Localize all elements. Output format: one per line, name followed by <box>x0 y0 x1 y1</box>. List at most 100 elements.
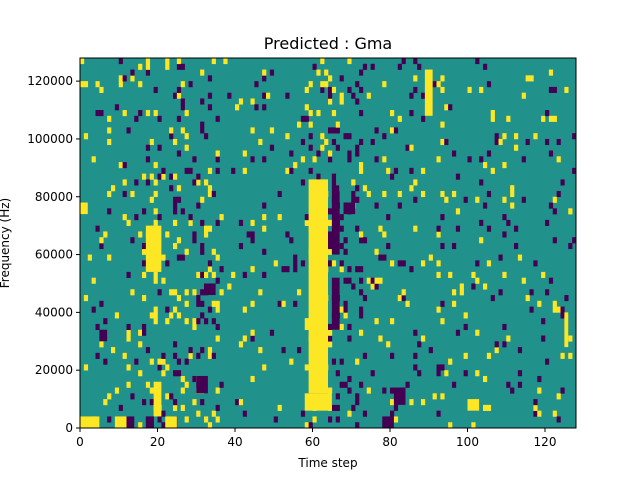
heatmap-cell <box>436 370 441 377</box>
heatmap-cell <box>200 289 205 296</box>
heatmap-cell <box>452 289 457 296</box>
heatmap-cell <box>483 283 488 290</box>
heatmap-cell <box>374 283 379 290</box>
heatmap-cell <box>328 260 333 267</box>
y-tick-label: 80000 <box>35 190 73 204</box>
heatmap-cell <box>165 364 170 371</box>
heatmap-cell <box>328 329 333 336</box>
heatmap-cell <box>324 81 329 88</box>
heatmap-cell <box>514 144 519 151</box>
heatmap-cell <box>316 110 321 117</box>
y-axis-label: Frequency (Hz) <box>0 198 12 289</box>
heatmap-cell <box>498 289 503 296</box>
heatmap-cell <box>161 410 166 417</box>
heatmap-cell <box>200 300 205 307</box>
heatmap-cell <box>173 173 178 180</box>
heatmap-cell <box>339 243 344 250</box>
heatmap-cell <box>161 167 166 174</box>
heatmap-cell <box>405 144 410 151</box>
heatmap-cell <box>269 329 275 336</box>
heatmap-cell <box>366 190 371 198</box>
heatmap-cell <box>142 295 147 302</box>
heatmap-cell <box>397 63 402 70</box>
heatmap-cell <box>331 173 337 180</box>
heatmap-cell <box>122 110 127 117</box>
heatmap-cell <box>320 144 325 151</box>
heatmap-cell <box>339 260 344 267</box>
heatmap-cell <box>250 335 255 342</box>
heatmap-cell <box>320 58 325 65</box>
heatmap-cell <box>436 364 441 371</box>
heatmap-cell <box>215 387 220 394</box>
heatmap-cell <box>145 144 151 151</box>
heatmap-cell <box>370 63 375 70</box>
heatmap-cell <box>552 196 557 203</box>
heatmap-cell <box>211 410 216 417</box>
heatmap-cell <box>455 225 461 232</box>
heatmap-cell <box>262 214 267 221</box>
heatmap-cell <box>413 75 418 82</box>
heatmap-cell <box>227 92 232 99</box>
x-tick-label: 0 <box>76 435 84 449</box>
heatmap-cell <box>347 375 352 383</box>
heatmap-cell <box>188 347 193 354</box>
heatmap-cell <box>362 352 368 359</box>
heatmap-cell <box>165 393 170 400</box>
heatmap-cell <box>95 323 100 331</box>
heatmap-cell <box>339 323 344 331</box>
heatmap-cell <box>502 162 507 169</box>
heatmap-cell <box>138 370 143 377</box>
heatmap-cell <box>428 254 433 261</box>
heatmap-cell <box>99 300 104 307</box>
heatmap-region <box>343 202 356 215</box>
heatmap-region <box>196 375 208 394</box>
heatmap-cell <box>238 219 244 226</box>
heatmap-cell <box>401 260 406 267</box>
heatmap-cell <box>80 81 85 88</box>
heatmap-cell <box>467 156 472 163</box>
heatmap-cell <box>176 358 182 365</box>
heatmap-cell <box>122 352 127 359</box>
heatmap-cell <box>370 370 375 377</box>
heatmap-cell <box>304 115 309 122</box>
heatmap-cell <box>556 156 561 163</box>
heatmap-cell <box>374 277 379 284</box>
heatmap-cell <box>382 387 387 394</box>
heatmap-cell <box>180 98 185 105</box>
heatmap-cell <box>153 179 158 186</box>
heatmap-cell <box>285 133 290 140</box>
heatmap-cell <box>552 115 557 122</box>
heatmap-cell <box>207 190 213 198</box>
heatmap-cell <box>355 399 360 406</box>
heatmap-cell <box>184 133 189 140</box>
heatmap-cell <box>405 381 410 388</box>
heatmap-cell <box>475 277 480 284</box>
heatmap-cell <box>335 404 340 411</box>
heatmap-cell <box>99 243 104 250</box>
heatmap-cell <box>138 81 143 88</box>
heatmap-cell <box>417 63 422 70</box>
heatmap-cell <box>262 69 267 76</box>
heatmap-cell <box>138 63 143 70</box>
heatmap-cell <box>386 341 391 348</box>
heatmap-cell <box>176 312 182 319</box>
heatmap-cell <box>184 248 189 255</box>
heatmap-cell <box>300 260 306 267</box>
heatmap-cell <box>359 167 364 174</box>
heatmap-cell <box>568 243 573 250</box>
heatmap-cell <box>405 300 410 307</box>
x-tick-label: 120 <box>534 435 557 449</box>
heatmap-cell <box>95 110 100 117</box>
heatmap-cell <box>126 381 131 388</box>
heatmap-cell <box>200 271 205 278</box>
chart-title: Predicted : Gma <box>264 34 392 53</box>
heatmap-cell <box>552 306 557 313</box>
heatmap-cell <box>173 370 178 377</box>
heatmap-cell <box>277 190 282 198</box>
heatmap-cell <box>483 202 488 209</box>
heatmap-cell <box>455 173 461 180</box>
heatmap-cell <box>413 58 418 65</box>
heatmap-cell <box>413 86 418 93</box>
heatmap-cell <box>173 196 178 203</box>
heatmap-cell <box>227 283 232 290</box>
